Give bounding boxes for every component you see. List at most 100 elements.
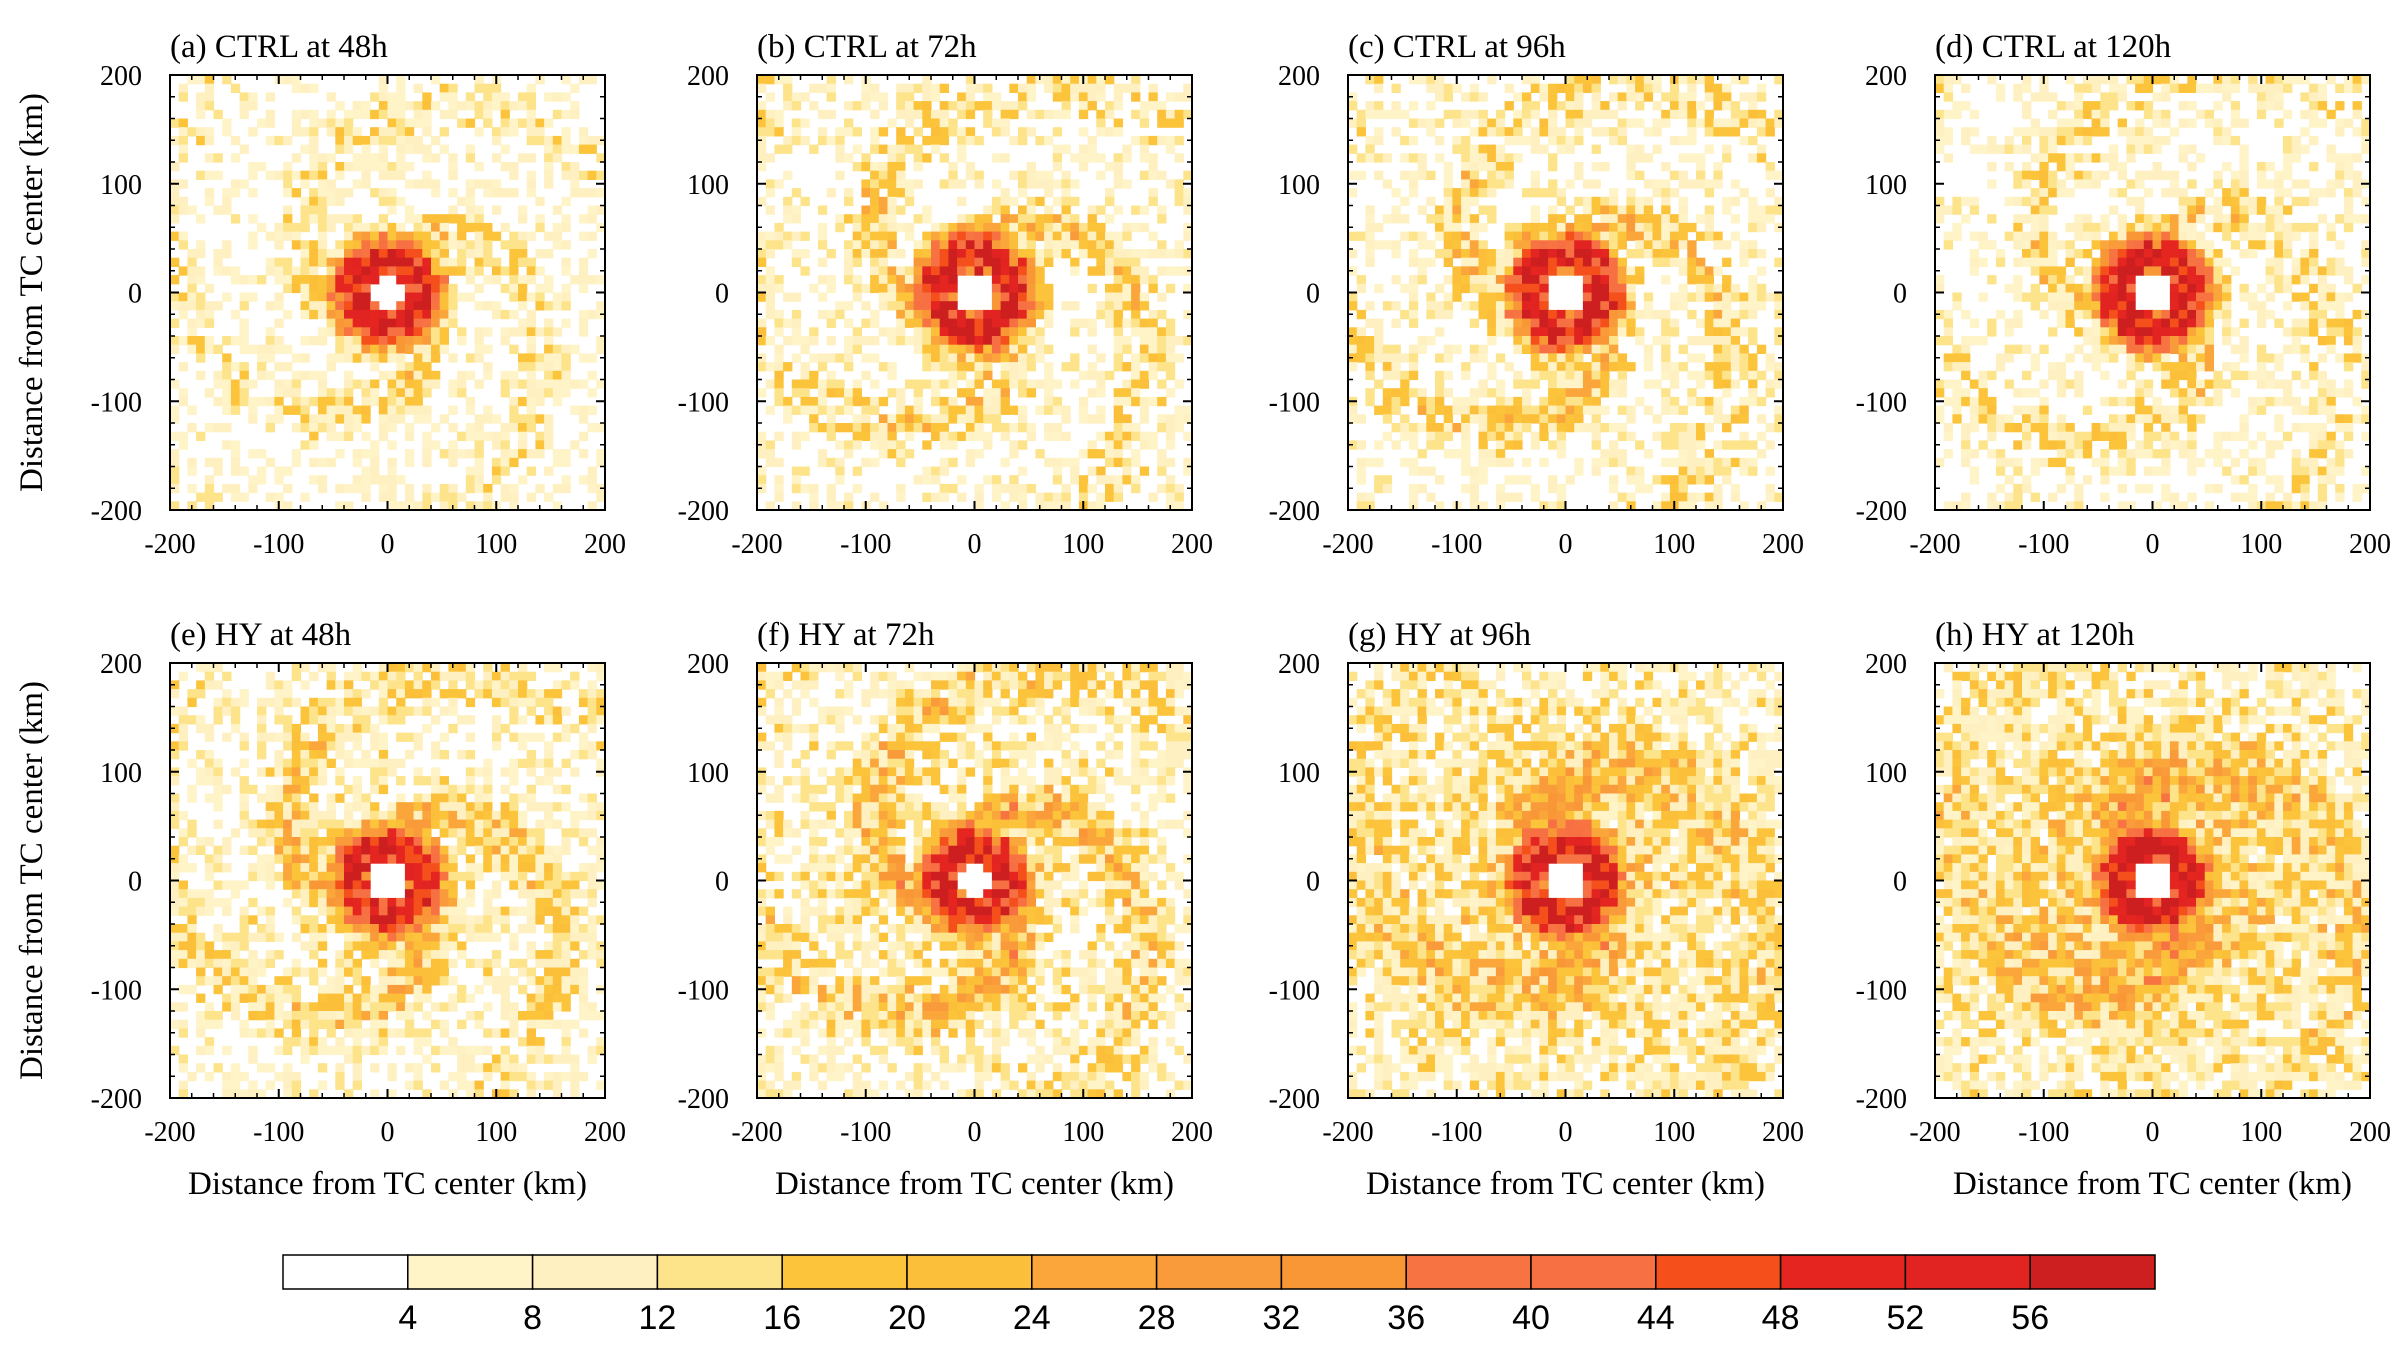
heatmap-cell bbox=[1026, 196, 1036, 207]
heatmap-cell bbox=[1704, 205, 1714, 215]
heatmap-cell bbox=[974, 336, 984, 346]
heatmap-cell bbox=[2300, 196, 2310, 207]
heatmap-cell bbox=[913, 266, 923, 276]
heatmap-cell bbox=[465, 196, 476, 207]
heatmap-cell bbox=[809, 83, 819, 93]
heatmap-cell bbox=[1400, 231, 1410, 241]
heatmap-cell bbox=[422, 457, 432, 468]
heatmap-cell bbox=[1574, 318, 1584, 328]
heatmap-cell bbox=[1452, 231, 1462, 241]
heatmap-cell bbox=[2030, 222, 2040, 233]
heatmap-cell bbox=[1165, 492, 1176, 502]
heatmap-cell bbox=[439, 240, 449, 250]
heatmap-cell bbox=[2283, 135, 2293, 146]
heatmap-cell bbox=[1748, 336, 1758, 346]
heatmap-cell bbox=[170, 449, 180, 459]
heatmap-cell bbox=[213, 109, 223, 120]
heatmap-cell bbox=[361, 101, 371, 111]
heatmap-cell bbox=[2109, 266, 2119, 276]
heatmap-cell bbox=[474, 336, 484, 346]
heatmap-cell bbox=[1157, 353, 1167, 363]
heatmap-cell bbox=[1652, 336, 1662, 346]
heatmap-cell bbox=[431, 222, 441, 233]
heatmap-cell bbox=[274, 275, 284, 285]
heatmap-cell bbox=[852, 144, 862, 154]
heatmap-cell bbox=[578, 135, 589, 146]
heatmap-cell bbox=[1070, 240, 1080, 250]
heatmap-cell bbox=[587, 144, 597, 154]
heatmap-cell bbox=[396, 231, 406, 241]
heatmap-cell bbox=[1070, 92, 1080, 102]
heatmap-cell bbox=[1556, 344, 1567, 354]
heatmap-cell bbox=[1478, 475, 1488, 485]
heatmap-cell bbox=[2056, 162, 2067, 172]
heatmap-cell bbox=[544, 301, 554, 311]
heatmap-cell bbox=[448, 170, 458, 180]
heatmap-cell bbox=[922, 153, 932, 163]
heatmap-cell bbox=[170, 457, 180, 468]
heatmap-cell bbox=[1105, 457, 1115, 468]
heatmap-cell bbox=[991, 240, 1002, 250]
heatmap-cell bbox=[2100, 75, 2110, 85]
heatmap-cell bbox=[2013, 275, 2023, 285]
heatmap-cell bbox=[422, 492, 432, 502]
heatmap-cell bbox=[431, 75, 441, 85]
heatmap-cell bbox=[448, 309, 458, 320]
heatmap-cell bbox=[1687, 449, 1697, 459]
heatmap-cell bbox=[230, 440, 241, 450]
heatmap-cell bbox=[1504, 240, 1514, 250]
heatmap-cell bbox=[1678, 170, 1688, 180]
heatmap-cell bbox=[765, 153, 775, 163]
heatmap-cell bbox=[1426, 257, 1436, 267]
heatmap-cell bbox=[1635, 475, 1645, 485]
heatmap-cell bbox=[1018, 214, 1028, 224]
heatmap-cell bbox=[1000, 388, 1010, 398]
heatmap-cell bbox=[1678, 222, 1688, 233]
heatmap-cell bbox=[422, 431, 432, 441]
heatmap-cell bbox=[1018, 423, 1028, 433]
heatmap-cell bbox=[861, 162, 871, 172]
heatmap-cell bbox=[422, 501, 432, 510]
heatmap-cell bbox=[1382, 153, 1393, 163]
heatmap-cell bbox=[1452, 83, 1462, 93]
heatmap-cell bbox=[2056, 179, 2067, 189]
heatmap-cell bbox=[2126, 153, 2136, 163]
heatmap-cell bbox=[887, 170, 897, 180]
heatmap-cell bbox=[1061, 431, 1071, 441]
heatmap-cell bbox=[422, 101, 432, 111]
heatmap-cell bbox=[1026, 431, 1036, 441]
heatmap-cell bbox=[248, 240, 258, 250]
heatmap-cell bbox=[826, 135, 836, 146]
heatmap-cell bbox=[1461, 240, 1471, 250]
heatmap-cell bbox=[1443, 301, 1453, 311]
heatmap-cell bbox=[861, 101, 871, 111]
heatmap-cell bbox=[2135, 257, 2145, 267]
heatmap-cell bbox=[309, 127, 319, 137]
heatmap-cell bbox=[1669, 327, 1680, 337]
heatmap-cell bbox=[344, 388, 354, 398]
heatmap-cell bbox=[1044, 405, 1054, 415]
heatmap-cell bbox=[1739, 135, 1749, 146]
heatmap-cell bbox=[387, 92, 397, 102]
heatmap-cell bbox=[800, 118, 810, 128]
heatmap-cell bbox=[948, 257, 958, 267]
heatmap-cell bbox=[1722, 362, 1732, 372]
heatmap-cell bbox=[187, 483, 197, 494]
heatmap-cell bbox=[2065, 127, 2075, 137]
heatmap-cell bbox=[509, 249, 519, 259]
heatmap-cell bbox=[844, 101, 854, 111]
heatmap-cell bbox=[922, 440, 932, 450]
heatmap-cell bbox=[422, 231, 432, 241]
heatmap-cell bbox=[826, 431, 836, 441]
heatmap-cell bbox=[1365, 396, 1375, 407]
heatmap-cell bbox=[187, 423, 197, 433]
heatmap-cell bbox=[800, 483, 810, 494]
heatmap-cell bbox=[491, 309, 502, 320]
heatmap-cell bbox=[2091, 109, 2101, 120]
heatmap-cell bbox=[1365, 457, 1375, 468]
heatmap-cell bbox=[2048, 257, 2058, 267]
heatmap-cell bbox=[931, 240, 941, 250]
heatmap-cell bbox=[1018, 370, 1028, 381]
heatmap-cell bbox=[291, 83, 302, 93]
heatmap-cell bbox=[2265, 179, 2275, 189]
